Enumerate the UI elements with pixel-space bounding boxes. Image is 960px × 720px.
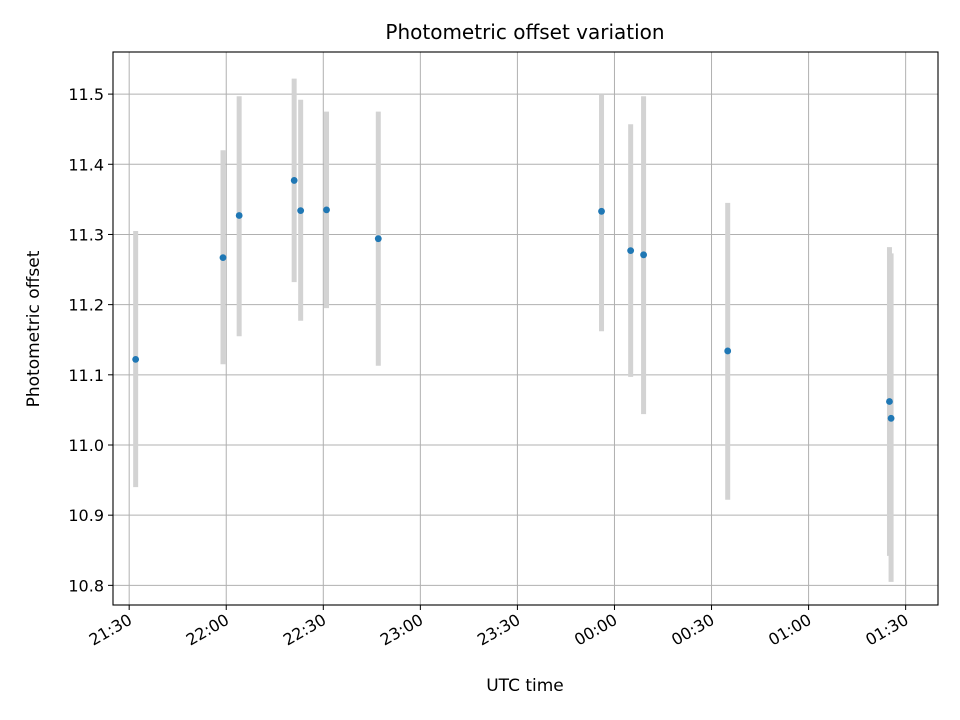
data-point (235, 212, 243, 219)
y-tick: 11.0 (68, 436, 113, 455)
data-point (374, 235, 382, 243)
y-tick: 11.2 (68, 296, 113, 315)
data-point (132, 355, 140, 363)
y-tick: 11.1 (68, 366, 113, 385)
data-point (724, 347, 732, 355)
y-tick-label: 10.9 (68, 506, 104, 525)
data-point (598, 207, 605, 215)
x-axis-label: UTC time (486, 676, 564, 696)
y-tick-label: 11.3 (68, 225, 104, 244)
y-tick-label: 11.0 (68, 436, 104, 455)
y-tick-label: 11.2 (68, 296, 104, 315)
data-point (297, 207, 305, 215)
data-point (219, 254, 227, 262)
y-tick: 11.3 (68, 225, 113, 244)
chart-title: Photometric offset variation (385, 20, 664, 44)
data-point (887, 414, 895, 422)
data-point (627, 247, 635, 255)
y-tick-label: 11.5 (68, 85, 104, 104)
y-tick: 11.4 (68, 155, 113, 174)
y-tick: 11.5 (68, 85, 113, 104)
y-axis-label: Photometric offset (24, 250, 44, 407)
data-point (290, 177, 298, 184)
y-tick-label: 11.1 (68, 366, 104, 385)
grid (113, 52, 938, 605)
y-tick-label: 11.4 (68, 155, 104, 174)
data-point (886, 398, 893, 405)
y-axis: 10.8 10.9 11.0 11.1 11.2 11.3 11.4 11.5 (68, 85, 113, 595)
y-tick-label: 10.8 (68, 576, 104, 595)
axes-frame (112, 51, 939, 606)
data-point (640, 251, 647, 259)
y-tick: 10.9 (68, 506, 113, 525)
data-points (132, 177, 895, 422)
y-tick: 10.8 (68, 576, 113, 595)
data-point (323, 206, 330, 214)
